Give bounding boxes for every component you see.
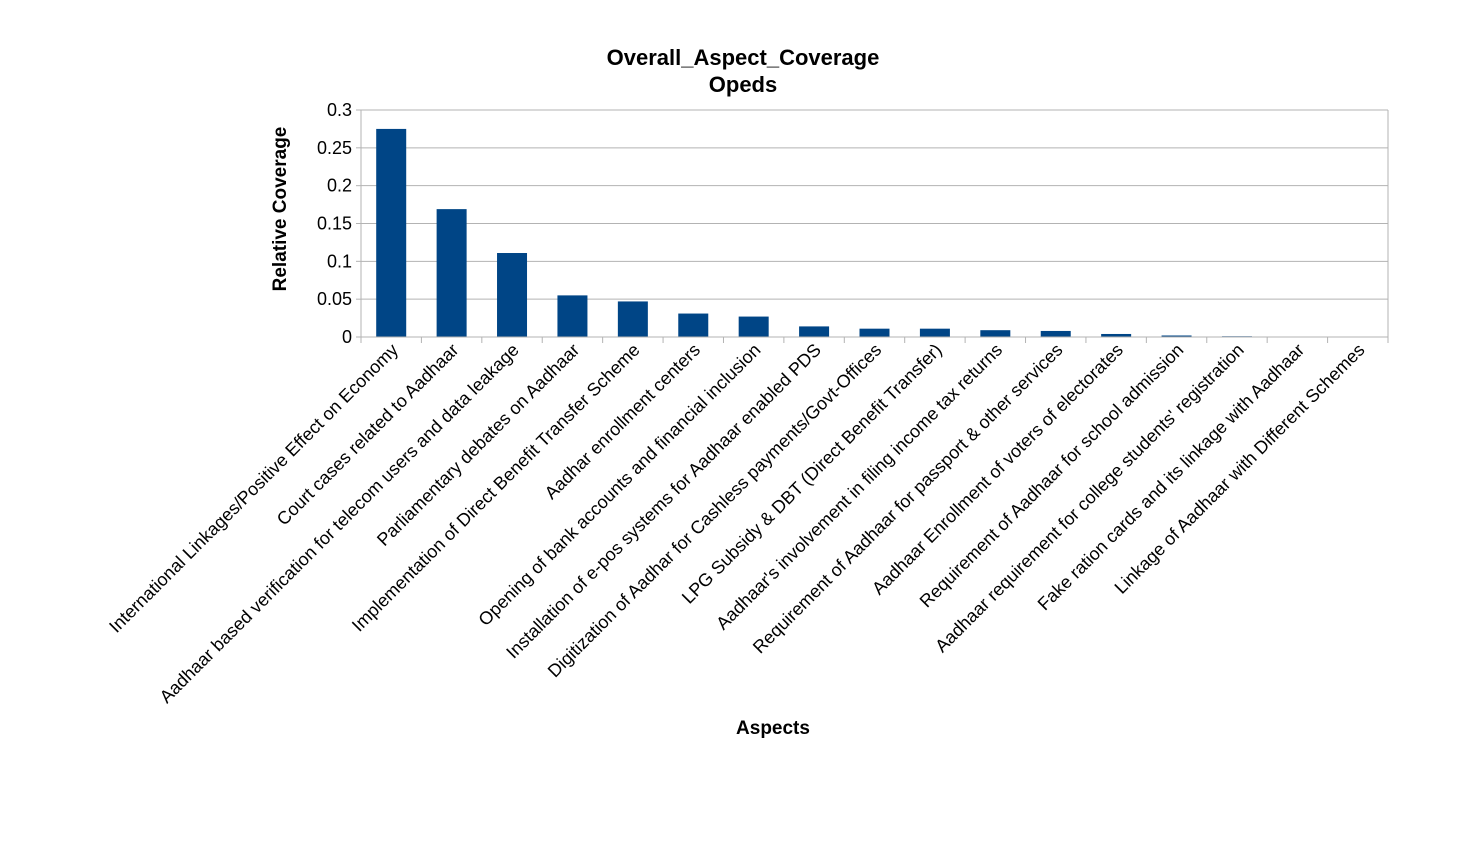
y-tick-label: 0.15 bbox=[317, 214, 352, 234]
bar bbox=[799, 326, 830, 337]
x-tick-label: Opening of bank accounts and financial i… bbox=[474, 340, 764, 630]
bar bbox=[1040, 330, 1071, 337]
x-tick-label: Implementation of Direct Benefit Transfe… bbox=[348, 340, 644, 636]
bar bbox=[557, 295, 588, 337]
y-tick-label: 0.2 bbox=[327, 176, 352, 196]
grid-lines bbox=[361, 109, 1388, 338]
axes bbox=[356, 109, 1389, 343]
x-tick-labels: International Linkages/Positive Effect o… bbox=[105, 340, 1369, 707]
bar bbox=[678, 313, 709, 337]
y-tick-label: 0.1 bbox=[327, 251, 352, 271]
chart-subtitle: Opeds bbox=[709, 72, 777, 97]
bar bbox=[919, 328, 950, 337]
x-tick-label: Aadhaar's involvement in filing income t… bbox=[712, 340, 1006, 634]
y-tick-label: 0.25 bbox=[317, 138, 352, 158]
bar bbox=[497, 253, 528, 337]
bar bbox=[1161, 335, 1192, 337]
x-axis-title: Aspects bbox=[736, 718, 810, 739]
y-tick-label: 0.05 bbox=[317, 289, 352, 309]
y-tick-label: 0 bbox=[342, 327, 352, 347]
bar bbox=[1101, 333, 1132, 337]
bar bbox=[436, 209, 467, 337]
x-tick-label: International Linkages/Positive Effect o… bbox=[105, 340, 402, 637]
bar bbox=[376, 128, 407, 337]
bar bbox=[617, 301, 648, 337]
bar bbox=[738, 316, 769, 337]
bars bbox=[376, 128, 1252, 337]
bar bbox=[859, 328, 890, 337]
y-tick-label: 0.3 bbox=[327, 100, 352, 120]
y-tick-labels: 0 0.05 0.1 0.15 0.2 0.25 0.3 bbox=[317, 100, 352, 347]
bar bbox=[980, 330, 1011, 337]
y-axis-title: Relative Coverage bbox=[270, 127, 291, 292]
chart-title: Overall_Aspect_Coverage bbox=[607, 45, 880, 70]
